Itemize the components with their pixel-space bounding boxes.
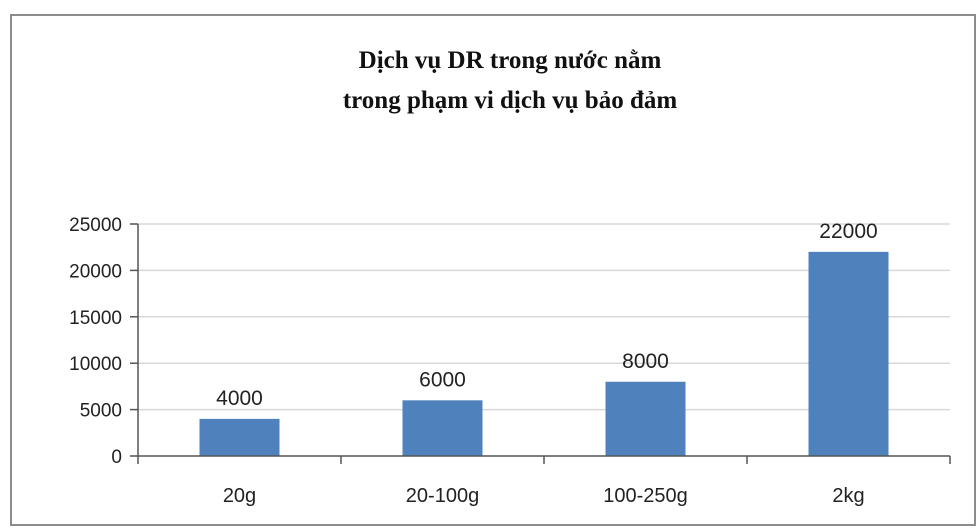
x-category-label: 20g [223,485,256,507]
chart-title-line-1: Dịch vụ DR trong nước nằm [359,47,662,74]
y-tick-label: 5000 [80,401,122,422]
bar-data-label: 22000 [819,220,877,243]
bar [605,381,686,456]
bar-data-label: 6000 [419,368,466,391]
bars [199,251,889,456]
chart-title: Dịch vụ DR trong nước nằm trong phạm vi … [343,47,678,114]
x-category-label: 20-100g [406,485,479,507]
x-axis-category-labels: 20g 20-100g 100-250g 2kg [223,485,865,507]
bar [199,418,280,456]
x-category-label: 2kg [832,485,864,507]
data-labels: 4000 6000 8000 22000 [216,220,878,410]
bar-data-label: 4000 [216,387,263,410]
y-tick-label: 0 [111,447,122,468]
y-tick-label: 10000 [69,354,122,375]
y-tick-label: 15000 [69,308,122,329]
y-tick-label: 20000 [69,261,122,282]
y-tick-label: 25000 [69,215,122,236]
bar [402,400,483,456]
y-axis-tick-labels: 0 5000 10000 15000 20000 25000 [69,215,122,468]
bar [808,251,889,456]
axes [130,223,951,464]
chart-title-line-2: trong phạm vi dịch vụ bảo đảm [343,87,678,114]
bar-data-label: 8000 [622,350,669,373]
x-category-label: 100-250g [603,485,688,507]
